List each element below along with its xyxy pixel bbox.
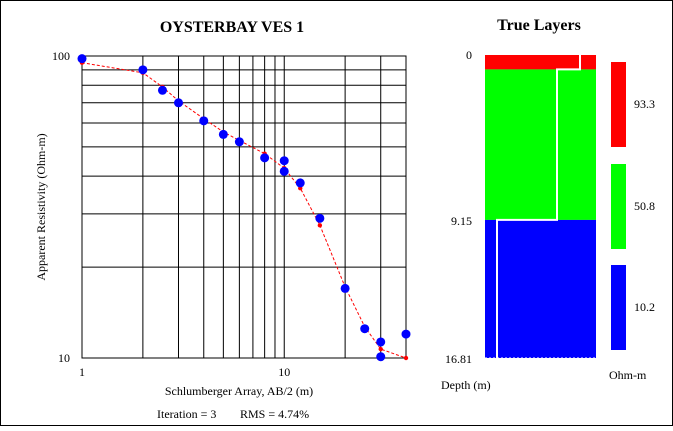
observed-point [260, 153, 270, 163]
observed-points [77, 54, 411, 362]
observed-point [157, 85, 167, 95]
observed-point [279, 166, 289, 176]
observed-point [279, 156, 289, 166]
observed-point [77, 54, 87, 64]
depth-label: 16.81 [445, 352, 472, 366]
observed-point [401, 329, 411, 339]
depth-labels: 0 9.15 16.81 [445, 48, 472, 366]
layers-chart-title: True Layers [497, 17, 581, 34]
observed-point [315, 213, 325, 223]
x-axis-label: Schlumberger Array, AB/2 (m) [165, 384, 313, 398]
depth-axis-label: Depth (m) [441, 378, 491, 392]
model-point [378, 346, 383, 352]
legend-swatch [611, 265, 626, 350]
legend-unit-label: Ohm-m [609, 368, 647, 382]
model-point [317, 223, 323, 228]
observed-point [376, 352, 386, 362]
model-step-line [496, 55, 581, 358]
observed-point [138, 65, 148, 75]
observed-point [295, 178, 305, 188]
sounding-plot-frame [81, 55, 407, 359]
observed-point [234, 137, 244, 147]
observed-point [340, 283, 350, 293]
layer-block [485, 69, 596, 220]
legend-value-label: 50.8 [634, 199, 655, 213]
layer-column [485, 55, 596, 359]
observed-point [360, 324, 370, 334]
legend-swatch [611, 62, 626, 147]
depth-label: 0 [466, 48, 472, 62]
model-point [403, 355, 409, 361]
iteration-label: Iteration = 3 [157, 407, 216, 421]
rms-label: RMS = 4.74% [240, 407, 309, 421]
resistivity-legend: 93.3 50.8 10.2 [611, 62, 655, 350]
model-curve-line [81, 62, 407, 359]
y-tick-label: 10 [58, 351, 70, 365]
legend-value-label: 10.2 [634, 300, 655, 314]
y-tick-label: 100 [52, 49, 70, 63]
x-tick-label: 1 [79, 365, 85, 379]
model-step-outline [496, 55, 581, 358]
depth-label: 9.15 [451, 214, 472, 228]
layer-block [485, 219, 596, 358]
layer-block [485, 55, 596, 70]
legend-swatch [611, 164, 626, 249]
observed-point [376, 337, 386, 347]
sounding-chart-title: OYSTERBAY VES 1 [160, 19, 304, 36]
x-tick-labels: 1 10 [79, 365, 290, 379]
x-tick-label: 10 [278, 365, 290, 379]
observed-point [173, 98, 183, 108]
observed-point [218, 129, 228, 139]
observed-point [199, 116, 209, 126]
y-axis-label: Apparent Resistivity (Ohm-m) [34, 133, 48, 280]
legend-value-label: 93.3 [634, 97, 655, 111]
y-tick-labels: 100 10 [52, 49, 70, 365]
